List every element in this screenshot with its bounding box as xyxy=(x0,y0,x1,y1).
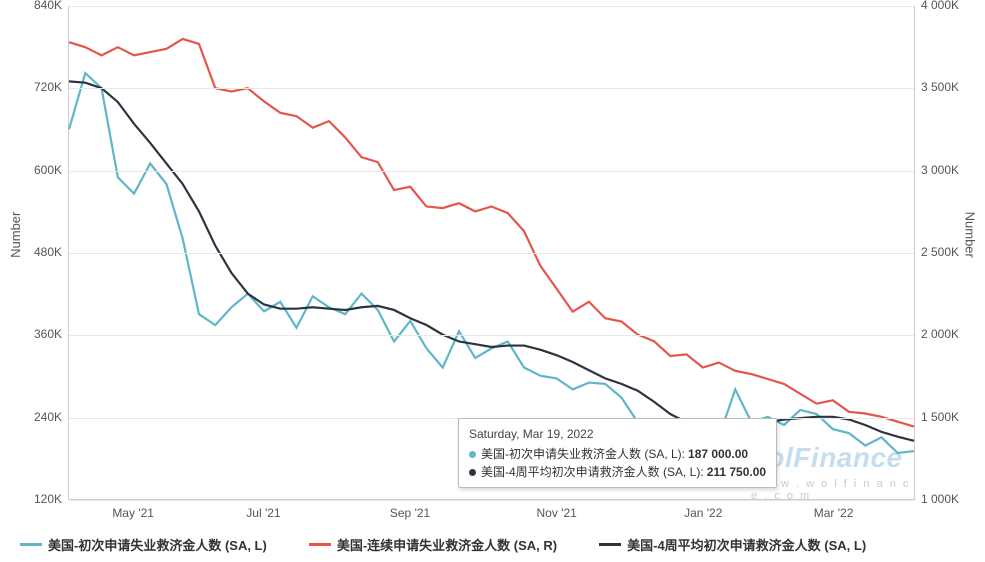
y-tick-right: 1 000K xyxy=(921,492,959,506)
y-tick-left: 360K xyxy=(34,327,62,341)
y-tick-left: 480K xyxy=(34,245,62,259)
y-tick-right: 4 000K xyxy=(921,0,959,12)
legend: 美国-初次申请失业救济金人数 (SA, L) 美国-连续申请失业救济金人数 (SA… xyxy=(0,535,985,554)
gridline xyxy=(69,253,914,254)
series-continuing xyxy=(69,39,914,427)
tooltip-title: Saturday, Mar 19, 2022 xyxy=(469,425,766,443)
x-tick: May '21 xyxy=(112,506,154,520)
gridline xyxy=(69,6,914,7)
x-tick: Mar '22 xyxy=(814,506,854,520)
legend-item-initial[interactable]: 美国-初次申请失业救济金人数 (SA, L) xyxy=(20,535,267,554)
tooltip-value: 187 000.00 xyxy=(688,445,748,463)
legend-label: 美国-4周平均初次申请救济金人数 (SA, L) xyxy=(627,535,866,554)
gridline xyxy=(69,335,914,336)
legend-label: 美国-初次申请失业救济金人数 (SA, L) xyxy=(48,535,267,554)
tooltip-row: 美国-初次申请失业救济金人数 (SA, L): 187 000.00 xyxy=(469,445,766,463)
y-tick-right: 1 500K xyxy=(921,410,959,424)
tooltip-value: 211 750.00 xyxy=(707,463,766,481)
y-tick-left: 840K xyxy=(34,0,62,12)
tooltip-label: 美国-初次申请失业救济金人数 (SA, L): xyxy=(481,445,685,463)
y-tick-right: 2 000K xyxy=(921,327,959,341)
x-tick: Nov '21 xyxy=(536,506,576,520)
series-initial xyxy=(69,73,914,453)
x-tick: Jul '21 xyxy=(246,506,280,520)
y-tick-right: 3 500K xyxy=(921,80,959,94)
legend-swatch xyxy=(599,543,621,546)
tooltip-dot xyxy=(469,469,476,476)
left-axis-label: Number xyxy=(8,212,23,258)
y-tick-right: 2 500K xyxy=(921,245,959,259)
tooltip-label: 美国-4周平均初次申请救济金人数 (SA, L): xyxy=(481,463,704,481)
gridline xyxy=(69,88,914,89)
legend-item-fourweek[interactable]: 美国-4周平均初次申请救济金人数 (SA, L) xyxy=(599,535,866,554)
y-tick-left: 240K xyxy=(34,410,62,424)
tooltip-dot xyxy=(469,451,476,458)
right-axis-label: Number xyxy=(962,212,977,258)
tooltip-row: 美国-4周平均初次申请救济金人数 (SA, L): 211 750.00 xyxy=(469,463,766,481)
y-tick-right: 3 000K xyxy=(921,163,959,177)
gridline xyxy=(69,500,914,501)
legend-swatch xyxy=(309,543,331,546)
y-tick-left: 720K xyxy=(34,80,62,94)
y-tick-left: 120K xyxy=(34,492,62,506)
legend-label: 美国-连续申请失业救济金人数 (SA, R) xyxy=(337,535,557,554)
y-tick-left: 600K xyxy=(34,163,62,177)
legend-swatch xyxy=(20,543,42,546)
x-tick: Sep '21 xyxy=(390,506,430,520)
gridline xyxy=(69,171,914,172)
tooltip: Saturday, Mar 19, 2022 美国-初次申请失业救济金人数 (S… xyxy=(458,418,777,488)
legend-item-continuing[interactable]: 美国-连续申请失业救济金人数 (SA, R) xyxy=(309,535,557,554)
chart-container: Number Number WolFinance w w w . w o l f… xyxy=(0,0,985,562)
x-tick: Jan '22 xyxy=(684,506,722,520)
